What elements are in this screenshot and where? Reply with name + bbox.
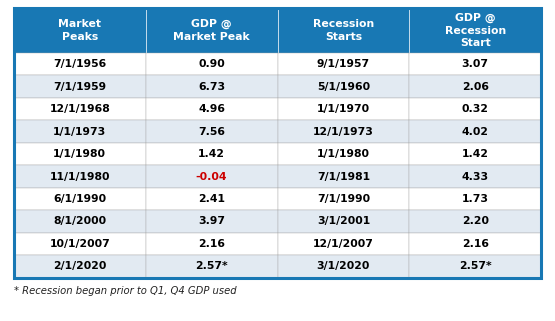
FancyBboxPatch shape: [14, 8, 145, 53]
FancyBboxPatch shape: [410, 233, 541, 255]
Text: 11/1/1980: 11/1/1980: [49, 171, 110, 182]
FancyBboxPatch shape: [145, 53, 278, 75]
Text: 10/1/2007: 10/1/2007: [49, 239, 110, 249]
FancyBboxPatch shape: [278, 210, 410, 233]
FancyBboxPatch shape: [14, 53, 145, 75]
FancyBboxPatch shape: [145, 165, 278, 188]
Text: 2.06: 2.06: [462, 82, 489, 92]
Text: 4.96: 4.96: [198, 104, 225, 114]
Text: * Recession began prior to Q1, Q4 GDP used: * Recession began prior to Q1, Q4 GDP us…: [14, 286, 236, 296]
FancyBboxPatch shape: [14, 143, 145, 165]
Text: Recession
Starts: Recession Starts: [313, 19, 374, 42]
Text: 0.32: 0.32: [462, 104, 489, 114]
Text: 6/1/1990: 6/1/1990: [53, 194, 107, 204]
Text: 7/1/1990: 7/1/1990: [317, 194, 370, 204]
FancyBboxPatch shape: [410, 98, 541, 120]
FancyBboxPatch shape: [278, 143, 410, 165]
FancyBboxPatch shape: [278, 8, 410, 53]
FancyBboxPatch shape: [410, 120, 541, 143]
FancyBboxPatch shape: [410, 53, 541, 75]
FancyBboxPatch shape: [278, 98, 410, 120]
Text: 1/1/1980: 1/1/1980: [317, 149, 370, 159]
Text: 7.56: 7.56: [198, 126, 225, 137]
FancyBboxPatch shape: [410, 143, 541, 165]
FancyBboxPatch shape: [278, 53, 410, 75]
Text: 5/1/1960: 5/1/1960: [317, 82, 370, 92]
Text: 2.57*: 2.57*: [195, 261, 228, 272]
Text: 7/1/1959: 7/1/1959: [53, 82, 107, 92]
Text: 2.16: 2.16: [198, 239, 225, 249]
FancyBboxPatch shape: [14, 188, 145, 210]
Text: 7/1/1981: 7/1/1981: [317, 171, 370, 182]
Text: 3/1/2020: 3/1/2020: [317, 261, 370, 272]
Text: -0.04: -0.04: [196, 171, 228, 182]
FancyBboxPatch shape: [14, 75, 145, 98]
Text: 3.07: 3.07: [462, 59, 489, 69]
Text: 12/1/1973: 12/1/1973: [313, 126, 374, 137]
Text: Market
Peaks: Market Peaks: [58, 19, 101, 42]
FancyBboxPatch shape: [145, 98, 278, 120]
FancyBboxPatch shape: [145, 120, 278, 143]
FancyBboxPatch shape: [14, 120, 145, 143]
Text: GDP @
Market Peak: GDP @ Market Peak: [173, 19, 250, 42]
FancyBboxPatch shape: [278, 120, 410, 143]
Text: 1/1/1970: 1/1/1970: [317, 104, 370, 114]
FancyBboxPatch shape: [145, 210, 278, 233]
FancyBboxPatch shape: [145, 8, 278, 53]
Text: 1.42: 1.42: [462, 149, 489, 159]
Text: 8/1/2000: 8/1/2000: [53, 216, 107, 227]
FancyBboxPatch shape: [14, 98, 145, 120]
Text: 1.42: 1.42: [198, 149, 225, 159]
FancyBboxPatch shape: [278, 188, 410, 210]
Text: GDP @
Recession
Start: GDP @ Recession Start: [445, 13, 506, 48]
Text: 2.16: 2.16: [462, 239, 489, 249]
FancyBboxPatch shape: [410, 188, 541, 210]
Text: 2/1/2020: 2/1/2020: [53, 261, 107, 272]
FancyBboxPatch shape: [14, 233, 145, 255]
FancyBboxPatch shape: [145, 255, 278, 278]
FancyBboxPatch shape: [145, 188, 278, 210]
Text: 12/1/1968: 12/1/1968: [49, 104, 110, 114]
Text: 3/1/2001: 3/1/2001: [317, 216, 370, 227]
FancyBboxPatch shape: [145, 75, 278, 98]
Text: 1/1/1980: 1/1/1980: [53, 149, 106, 159]
Text: 4.33: 4.33: [462, 171, 489, 182]
FancyBboxPatch shape: [278, 255, 410, 278]
FancyBboxPatch shape: [410, 210, 541, 233]
FancyBboxPatch shape: [410, 165, 541, 188]
FancyBboxPatch shape: [410, 8, 541, 53]
Text: 7/1/1956: 7/1/1956: [53, 59, 107, 69]
Text: 1.73: 1.73: [462, 194, 489, 204]
FancyBboxPatch shape: [145, 233, 278, 255]
Text: 6.73: 6.73: [198, 82, 225, 92]
FancyBboxPatch shape: [14, 255, 145, 278]
FancyBboxPatch shape: [14, 210, 145, 233]
Text: 2.57*: 2.57*: [459, 261, 492, 272]
Text: 1/1/1973: 1/1/1973: [53, 126, 107, 137]
FancyBboxPatch shape: [278, 165, 410, 188]
FancyBboxPatch shape: [410, 75, 541, 98]
Text: 9/1/1957: 9/1/1957: [317, 59, 370, 69]
FancyBboxPatch shape: [410, 255, 541, 278]
Text: 12/1/2007: 12/1/2007: [313, 239, 374, 249]
Text: 2.20: 2.20: [462, 216, 489, 227]
FancyBboxPatch shape: [14, 165, 145, 188]
FancyBboxPatch shape: [278, 233, 410, 255]
Text: 2.41: 2.41: [198, 194, 225, 204]
Text: 4.02: 4.02: [462, 126, 489, 137]
Text: 3.97: 3.97: [198, 216, 225, 227]
FancyBboxPatch shape: [278, 75, 410, 98]
Text: 0.90: 0.90: [198, 59, 225, 69]
FancyBboxPatch shape: [145, 143, 278, 165]
